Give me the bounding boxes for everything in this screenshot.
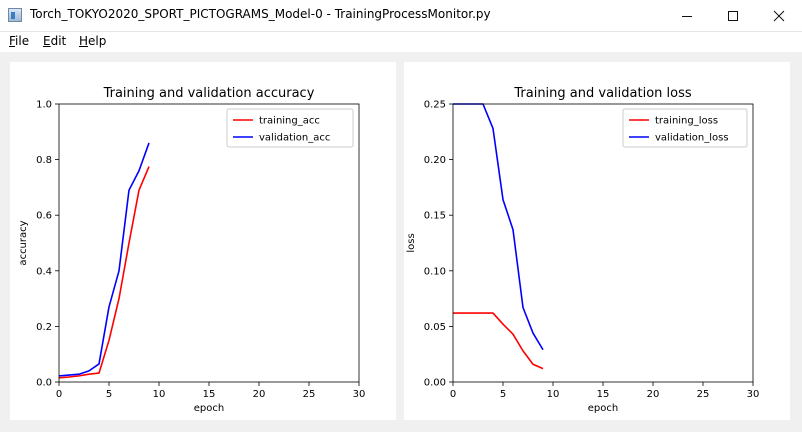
chart0-ytick-label-0-8: 0.8 [36,155,52,166]
chart0-legend-box [226,108,354,148]
maximize-button[interactable] [710,0,756,31]
minimize-button[interactable] [664,0,710,31]
chart0-ytick-label-0-0: 0.0 [36,378,52,389]
accuracy-chart-panel: Training and validation accuracy 0 5 10 15 20… [10,62,396,420]
loss-chart: Training and validation loss 0 5 10 15 20 25 30… [406,86,760,414]
title-bar[interactable]: Torch_TOKYO2020_SPORT_PICTOGRAMS_Model-0… [0,0,802,32]
minimize-icon [682,15,692,17]
chart0-xtick-label-30: 30 [353,389,366,400]
chart0-series-validation-acc [58,142,150,377]
close-button[interactable] [756,0,802,31]
chart1-xtick-label-15: 15 [597,389,610,400]
chart0-ytick-label-0-6: 0.6 [36,211,52,222]
chart1-xtick-label-5: 5 [500,389,506,400]
maximize-icon [728,10,738,21]
chart1-xtick-label-10: 10 [547,389,560,400]
chart0-ytick-label-0-2: 0.2 [36,322,52,333]
chart1-legend-box [622,108,748,148]
chart1-title: Training and validation loss [513,86,691,101]
chart0-series-training-acc [58,166,150,379]
loss-chart-panel: Training and validation loss 0 5 10 15 20 25 30… [404,62,790,420]
menu-help-label: elp [88,34,107,48]
menu-edit-mnemonic: E [43,34,51,48]
menu-file-label: ile [15,34,30,48]
chart0-legend-label-validation-acc: validation_acc [259,133,330,144]
chart1-xtick-label-0: 0 [450,389,456,400]
chart1-ytick-label-0-20: 0.20 [424,155,446,166]
chart0-xtick-label-0: 0 [56,389,62,400]
chart0-ytick-label-0-4: 0.4 [36,266,52,277]
chart0-title: Training and validation accuracy [103,86,315,101]
menu-file-mnemonic: F [9,34,16,48]
chart1-ytick-label-0-05: 0.05 [424,322,446,333]
chart1-ytick-label-0-10: 0.10 [424,266,446,277]
chart1-xtick-label-30: 30 [747,389,760,400]
chart0-xtick-label-20: 20 [253,389,266,400]
menu-file[interactable]: File [9,34,29,48]
chart0-xlabel: epoch [194,403,224,414]
chart1-xtick-label-20: 20 [647,389,660,400]
chart0-xtick-label-25: 25 [303,389,316,400]
chart0-xtick-label-15: 15 [203,389,216,400]
chart0-ylabel: accuracy [18,220,29,265]
chart0-axes-frame [58,103,360,383]
chart1-ylabel: loss [406,233,417,252]
accuracy-chart: Training and validation accuracy 0 5 10 15 20… [18,86,366,414]
chart1-ytick-label-0-25: 0.25 [424,100,446,111]
python-window-icon[interactable] [8,8,22,22]
menu-edit-label: dit [50,34,67,48]
menu-edit[interactable]: Edit [43,34,66,48]
chart0-xtick-label-5: 5 [106,389,112,400]
chart1-legend-label-training-loss: training_loss [655,116,718,127]
close-icon [773,10,785,21]
chart1-axes-frame [452,103,754,383]
chart1-xlabel: epoch [588,403,618,414]
menu-help-mnemonic: H [79,34,89,48]
chart1-ytick-label-0-15: 0.15 [424,211,446,222]
menu-help[interactable]: Help [79,34,106,48]
chart1-legend-label-validation-loss: validation_loss [655,133,729,144]
chart0-legend-label-training-acc: training_acc [259,116,320,127]
chart0-ytick-label-1-0: 1.0 [36,100,52,111]
chart1-xtick-label-25: 25 [697,389,710,400]
menu-bar: File Edit Help [0,32,802,52]
chart1-ytick-label-0-00: 0.00 [424,378,446,389]
chart0-xtick-label-10: 10 [153,389,166,400]
window-title: Torch_TOKYO2020_SPORT_PICTOGRAMS_Model-0… [30,7,491,21]
chart1-series-training-loss [453,312,544,370]
